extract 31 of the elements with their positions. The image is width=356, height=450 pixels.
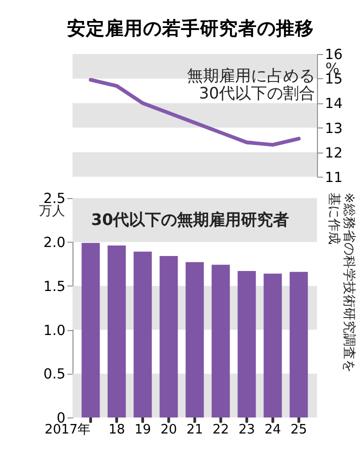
bar	[82, 242, 100, 418]
bar	[264, 274, 282, 418]
y-tick-label: 11	[324, 170, 343, 186]
annotation: 30代以下の無期雇用研究者	[91, 210, 290, 230]
y-tick-label: 1.0	[43, 322, 66, 339]
x-tick-label: 22	[212, 422, 230, 438]
annotation: 無期雇用に占める 30代以下の割合	[187, 66, 316, 103]
bar	[186, 262, 204, 418]
x-tick-label: 19	[134, 422, 151, 438]
x-tick-label: 18	[108, 422, 125, 438]
bar	[238, 270, 256, 418]
y-tick-label: 16	[324, 47, 343, 64]
chart-title: 安定雇用の若手研究者の推移	[66, 18, 314, 40]
y-tick-label: 2.0	[43, 235, 66, 252]
bar	[134, 252, 152, 418]
y-tick-label: 14	[324, 96, 343, 112]
text: ※総務省の科学技術研究調査を基に作成	[326, 192, 356, 372]
x-tick-label: 20	[160, 422, 177, 438]
x-tick-label: 21	[186, 422, 204, 438]
bar	[160, 256, 178, 418]
y-axis-title: 万人	[39, 204, 66, 219]
bar	[212, 264, 230, 418]
y-tick-label: 13	[324, 120, 343, 137]
bar	[290, 272, 308, 418]
y-tick-label: 12	[324, 145, 343, 162]
y-tick-label: 0.5	[43, 366, 66, 383]
y-tick-label: 1.5	[43, 278, 66, 295]
x-tick-label: 24	[264, 422, 282, 438]
x-tick-label: 25	[290, 422, 308, 438]
bar	[108, 245, 126, 418]
x-tick-label: 23	[238, 422, 256, 438]
